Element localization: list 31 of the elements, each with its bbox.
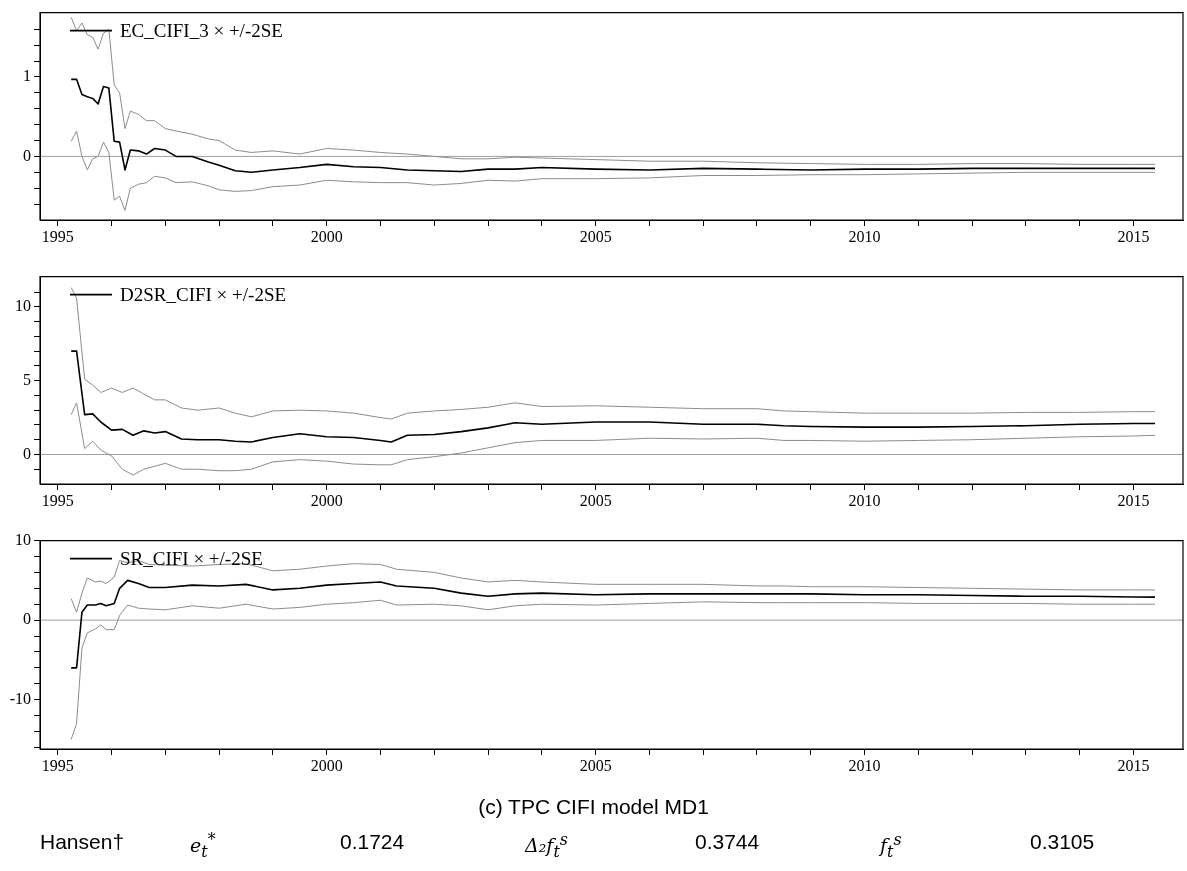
x-tick-label: 2000	[310, 756, 343, 774]
y-tick-label: 0	[23, 146, 31, 164]
x-tick-label: 1995	[41, 756, 74, 774]
y-tick-label: 0	[23, 610, 31, 628]
legend-label: EC_CIFI_3 × +/-2SE	[120, 19, 283, 41]
x-tick-label: 2010	[848, 756, 881, 774]
x-tick-label: 2015	[1117, 756, 1150, 774]
text: 0.3744	[695, 830, 760, 854]
x-tick-label: 2000	[310, 491, 343, 509]
text: 0.1724	[340, 830, 405, 854]
x-tick-label: 2000	[310, 227, 343, 245]
y-tick-label: 10	[15, 530, 31, 548]
x-tick-label: 1995	[41, 491, 74, 509]
x-tick-label: 2010	[848, 491, 881, 509]
x-tick-label: 1995	[41, 227, 74, 245]
x-tick-label: 2005	[579, 756, 612, 774]
x-tick-label: 2010	[848, 227, 881, 245]
y-tick-label: 5	[23, 370, 31, 388]
text: (c) TPC CIFI model MD1	[477, 795, 710, 819]
y-tick-label: 0	[23, 444, 31, 462]
y-tick-label: -10	[9, 689, 31, 707]
x-tick-label: 2015	[1117, 491, 1150, 509]
legend-label: SR_CIFI × +/-2SE	[120, 547, 263, 569]
y-tick-label: 1	[23, 67, 31, 85]
text: Hansen†	[40, 830, 125, 854]
text: 0.3105	[1030, 830, 1095, 854]
y-tick-label: 10	[15, 297, 31, 315]
legend-label: D2SR_CIFI × +/-2SE	[120, 283, 287, 305]
x-tick-label: 2015	[1117, 227, 1150, 245]
x-tick-label: 2005	[579, 491, 612, 509]
x-tick-label: 2005	[579, 227, 612, 245]
